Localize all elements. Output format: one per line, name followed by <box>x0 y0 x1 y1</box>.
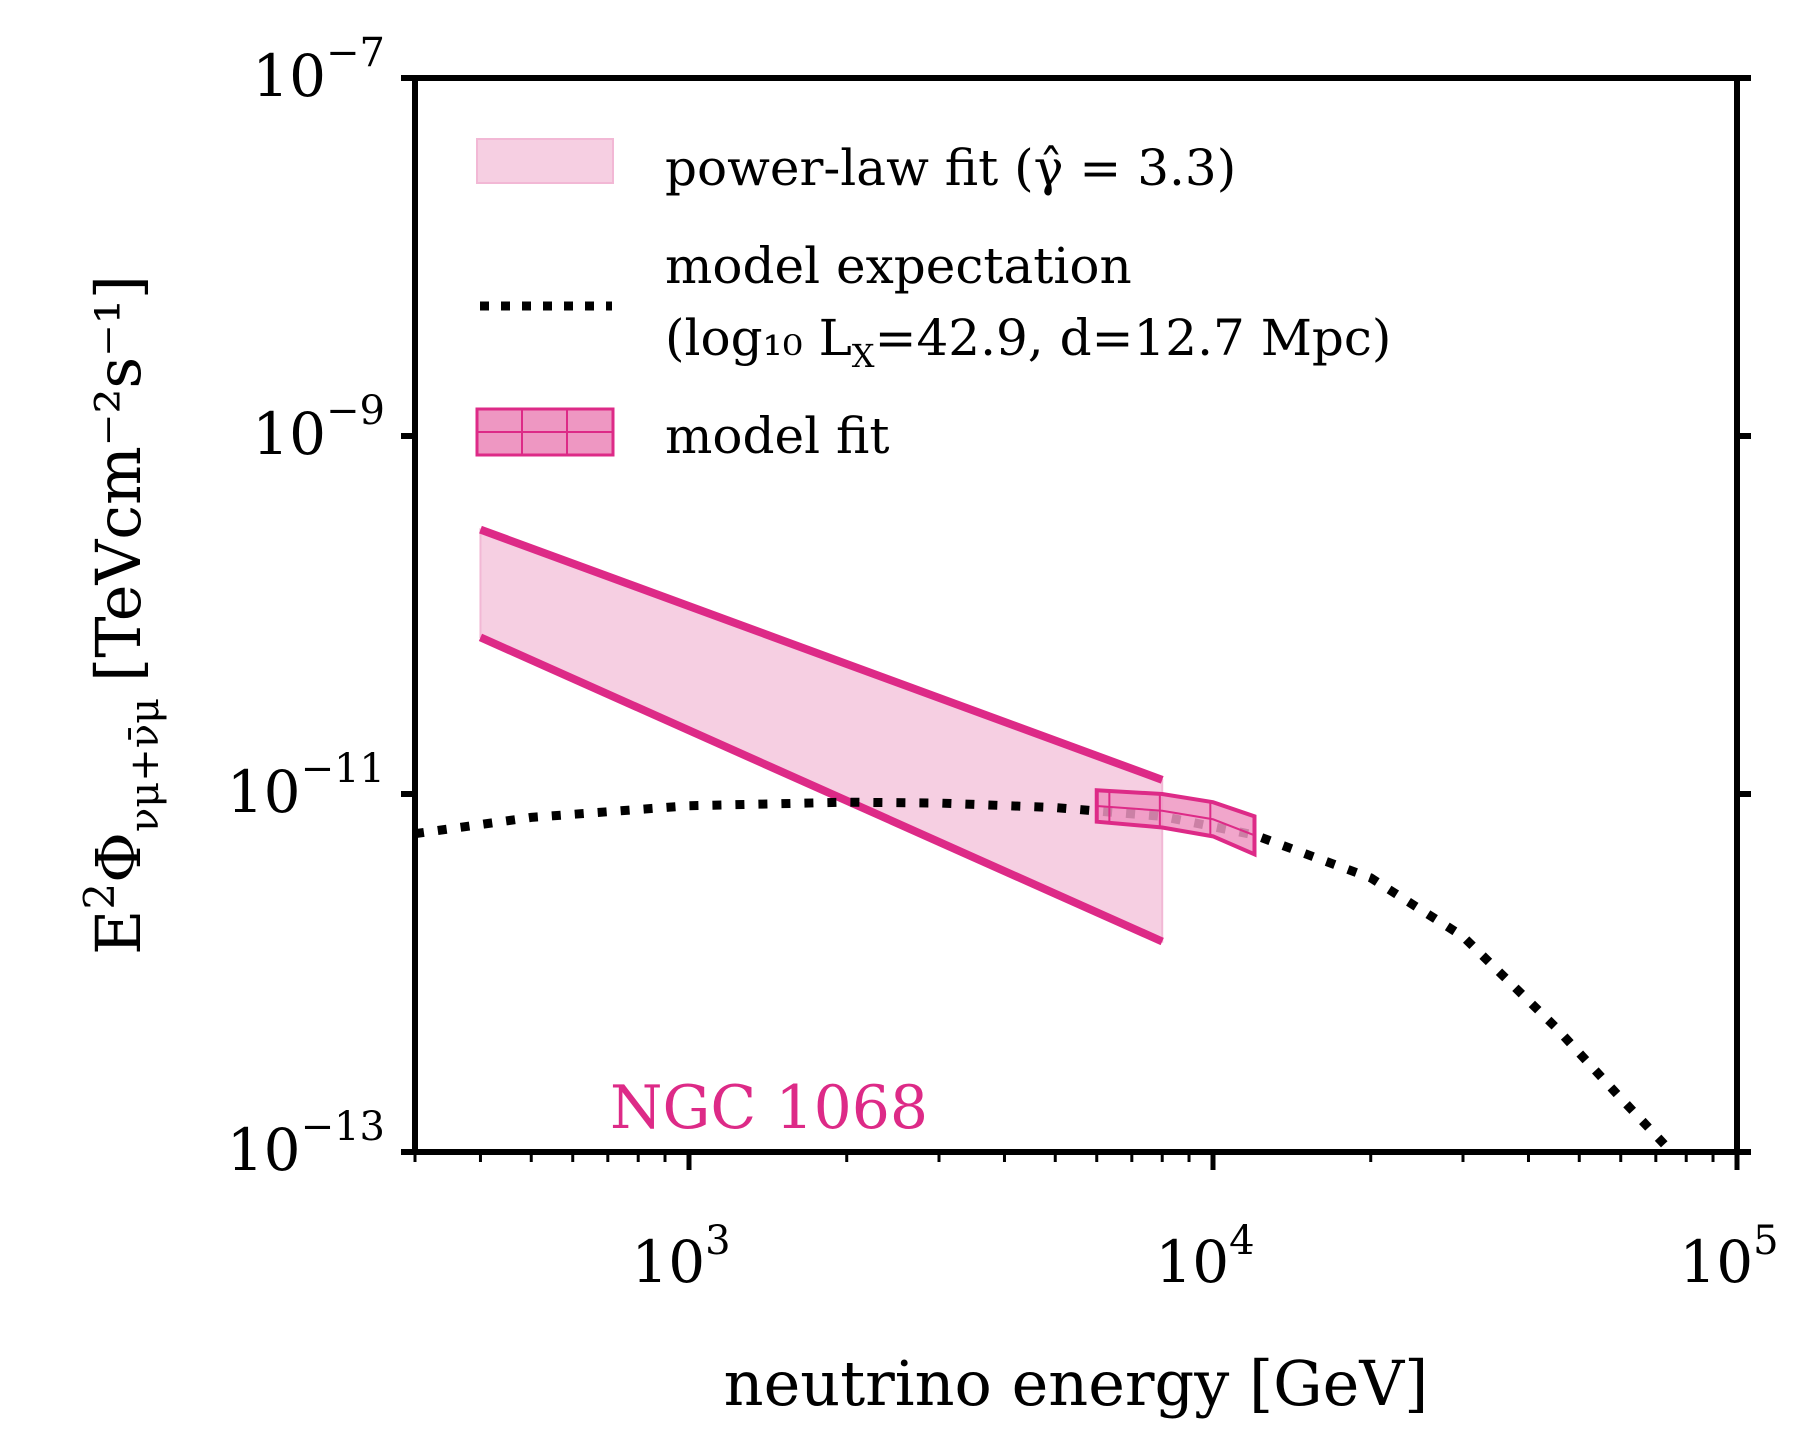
x-tick-label: 105 <box>1679 1218 1778 1296</box>
model-fit-band <box>1094 788 1257 858</box>
legend-label-power-law: power-law fit (γ̂ = 3.3) <box>665 139 1236 197</box>
y-tick-label: 10−7 <box>252 30 385 110</box>
axes-frame <box>412 75 1740 1155</box>
legend-label-model-fit: model fit <box>665 407 889 465</box>
y-tick-label: 10−11 <box>227 746 385 826</box>
y-axis-title: E2Φνμ+ν̄μ[TeVcm⁻²s⁻¹] <box>75 275 168 955</box>
x-tick-label: 104 <box>1155 1218 1254 1296</box>
power-law-band-fill <box>479 528 1164 944</box>
model-expectation-point <box>1620 1098 1621 1099</box>
y-tick-label: 10−9 <box>252 388 385 468</box>
plot-area <box>415 525 1675 1152</box>
model-expectation-point <box>1463 936 1464 937</box>
power-law-upper-line <box>479 525 1164 784</box>
power-law-lower-line <box>478 633 1164 946</box>
legend: power-law fit (γ̂ = 3.3) model expectati… <box>475 138 1391 465</box>
model-expectation-point <box>1555 1026 1556 1027</box>
y-tick-label: 10−13 <box>227 1104 385 1184</box>
model-expectation-point <box>688 805 689 806</box>
x-axis-title: neutrino energy [GeV] <box>724 1347 1429 1420</box>
legend-swatch-model-fit <box>475 407 615 457</box>
legend-label-model-expectation-params: (log₁₀ LX=42.9, d=12.7 Mpc) <box>665 309 1391 375</box>
model-fit-hatch-horizontal <box>1096 804 1255 837</box>
source-annotation: NGC 1068 <box>610 1073 928 1143</box>
legend-swatch-power-law <box>476 138 614 184</box>
legend-label-model-expectation: model expectation <box>665 237 1132 295</box>
ticks: 103 104 105 10−7 10−9 10−11 10−13 <box>227 30 1779 1296</box>
x-tick-label: 103 <box>631 1218 730 1296</box>
